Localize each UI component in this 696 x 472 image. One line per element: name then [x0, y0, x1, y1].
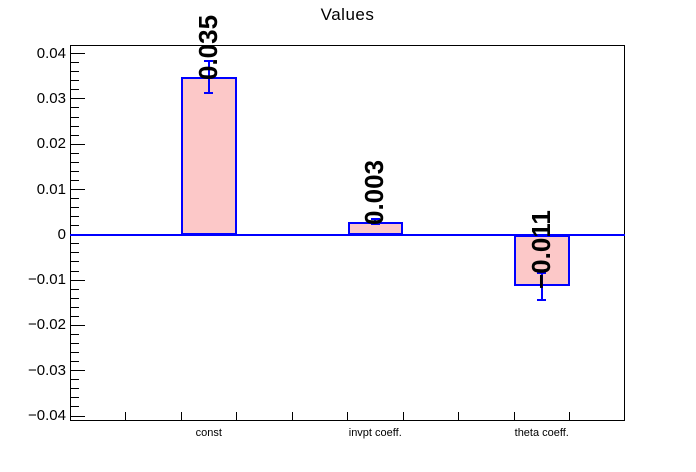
y-axis-minor-tick	[71, 397, 79, 399]
error-bar-cap-bottom	[370, 223, 380, 226]
bar-value-label: 0.035	[192, 14, 223, 80]
y-axis-minor-tick	[71, 62, 79, 64]
y-axis-major-tick	[71, 189, 85, 190]
y-axis-minor-tick	[71, 216, 79, 218]
y-axis-minor-tick	[71, 116, 79, 118]
y-axis-minor-tick	[71, 134, 79, 136]
x-category-label: theta coeff.	[514, 427, 569, 439]
y-axis-minor-tick	[71, 352, 79, 354]
zero-baseline	[70, 233, 625, 236]
y-axis-minor-tick	[71, 71, 79, 73]
y-axis-minor-tick	[71, 243, 79, 245]
y-axis-minor-tick	[71, 80, 79, 82]
x-axis-tick	[291, 412, 293, 420]
y-axis-tick-label: 0.04	[36, 44, 66, 62]
y-axis-minor-tick	[71, 406, 79, 408]
y-axis-minor-tick	[71, 379, 79, 381]
y-axis-minor-tick	[71, 297, 79, 299]
y-axis-minor-tick	[71, 261, 79, 263]
error-bar-line	[540, 273, 543, 300]
y-axis-major-tick	[71, 98, 85, 100]
y-axis-major-tick	[71, 370, 85, 372]
error-bar-cap-top	[204, 59, 214, 62]
y-axis-minor-tick	[71, 89, 79, 91]
y-axis-major-tick	[71, 415, 85, 417]
x-axis-tick	[402, 412, 404, 420]
y-axis-minor-tick	[71, 179, 79, 181]
y-axis-major-tick	[71, 324, 85, 326]
chart-title: Values	[320, 5, 375, 24]
x-axis-tick	[458, 412, 459, 420]
y-axis-major-tick	[71, 53, 85, 55]
y-axis-tick-label: 0	[57, 225, 66, 243]
y-axis-tick-label: −0.01	[28, 271, 66, 289]
bar	[181, 76, 237, 235]
y-axis-minor-tick	[71, 161, 79, 163]
y-axis-minor-tick	[71, 388, 79, 390]
y-axis-minor-tick	[71, 125, 79, 127]
y-axis-minor-tick	[71, 252, 79, 254]
x-category-label: invpt coeff.	[348, 427, 402, 439]
error-bar-cap-top	[370, 217, 380, 220]
x-axis-tick	[347, 412, 348, 420]
error-bar-cap-top	[537, 272, 547, 275]
y-axis-minor-tick	[71, 288, 79, 290]
error-bar-cap-bottom	[204, 91, 214, 94]
error-bar-line	[207, 60, 210, 93]
y-axis-minor-tick	[71, 225, 79, 227]
y-axis-minor-tick	[71, 361, 79, 363]
y-axis-tick-label: −0.04	[28, 407, 66, 425]
y-axis-minor-tick	[71, 107, 79, 109]
y-axis-minor-tick	[71, 170, 79, 172]
y-axis-tick-label: 0.01	[36, 180, 66, 198]
y-axis-minor-tick	[71, 333, 79, 335]
y-axis-major-tick	[71, 279, 85, 281]
x-axis-tick	[180, 412, 182, 420]
x-axis-tick	[569, 412, 570, 420]
x-axis-tick	[125, 412, 126, 420]
y-axis-tick-label: −0.03	[28, 361, 66, 379]
error-bar-line	[374, 218, 377, 225]
y-axis-tick-label: 0.03	[36, 89, 66, 107]
y-axis-tick-label: −0.02	[28, 316, 66, 334]
error-bar-cap-bottom	[537, 298, 547, 301]
y-axis-tick-label: 0.02	[36, 135, 66, 153]
y-axis-minor-tick	[71, 207, 79, 209]
y-axis-minor-tick	[71, 152, 79, 154]
y-axis-minor-tick	[71, 306, 79, 308]
y-axis-minor-tick	[71, 315, 79, 317]
x-category-label: const	[195, 427, 222, 439]
y-axis-major-tick	[71, 143, 85, 145]
bar-value-label: 0.003	[359, 159, 390, 225]
y-axis-minor-tick	[71, 270, 79, 272]
y-axis-minor-tick	[71, 198, 79, 200]
x-axis-tick	[236, 412, 237, 420]
x-axis-tick	[513, 412, 515, 420]
y-axis-minor-tick	[71, 343, 79, 345]
bar-value-label: −0.011	[525, 210, 556, 290]
